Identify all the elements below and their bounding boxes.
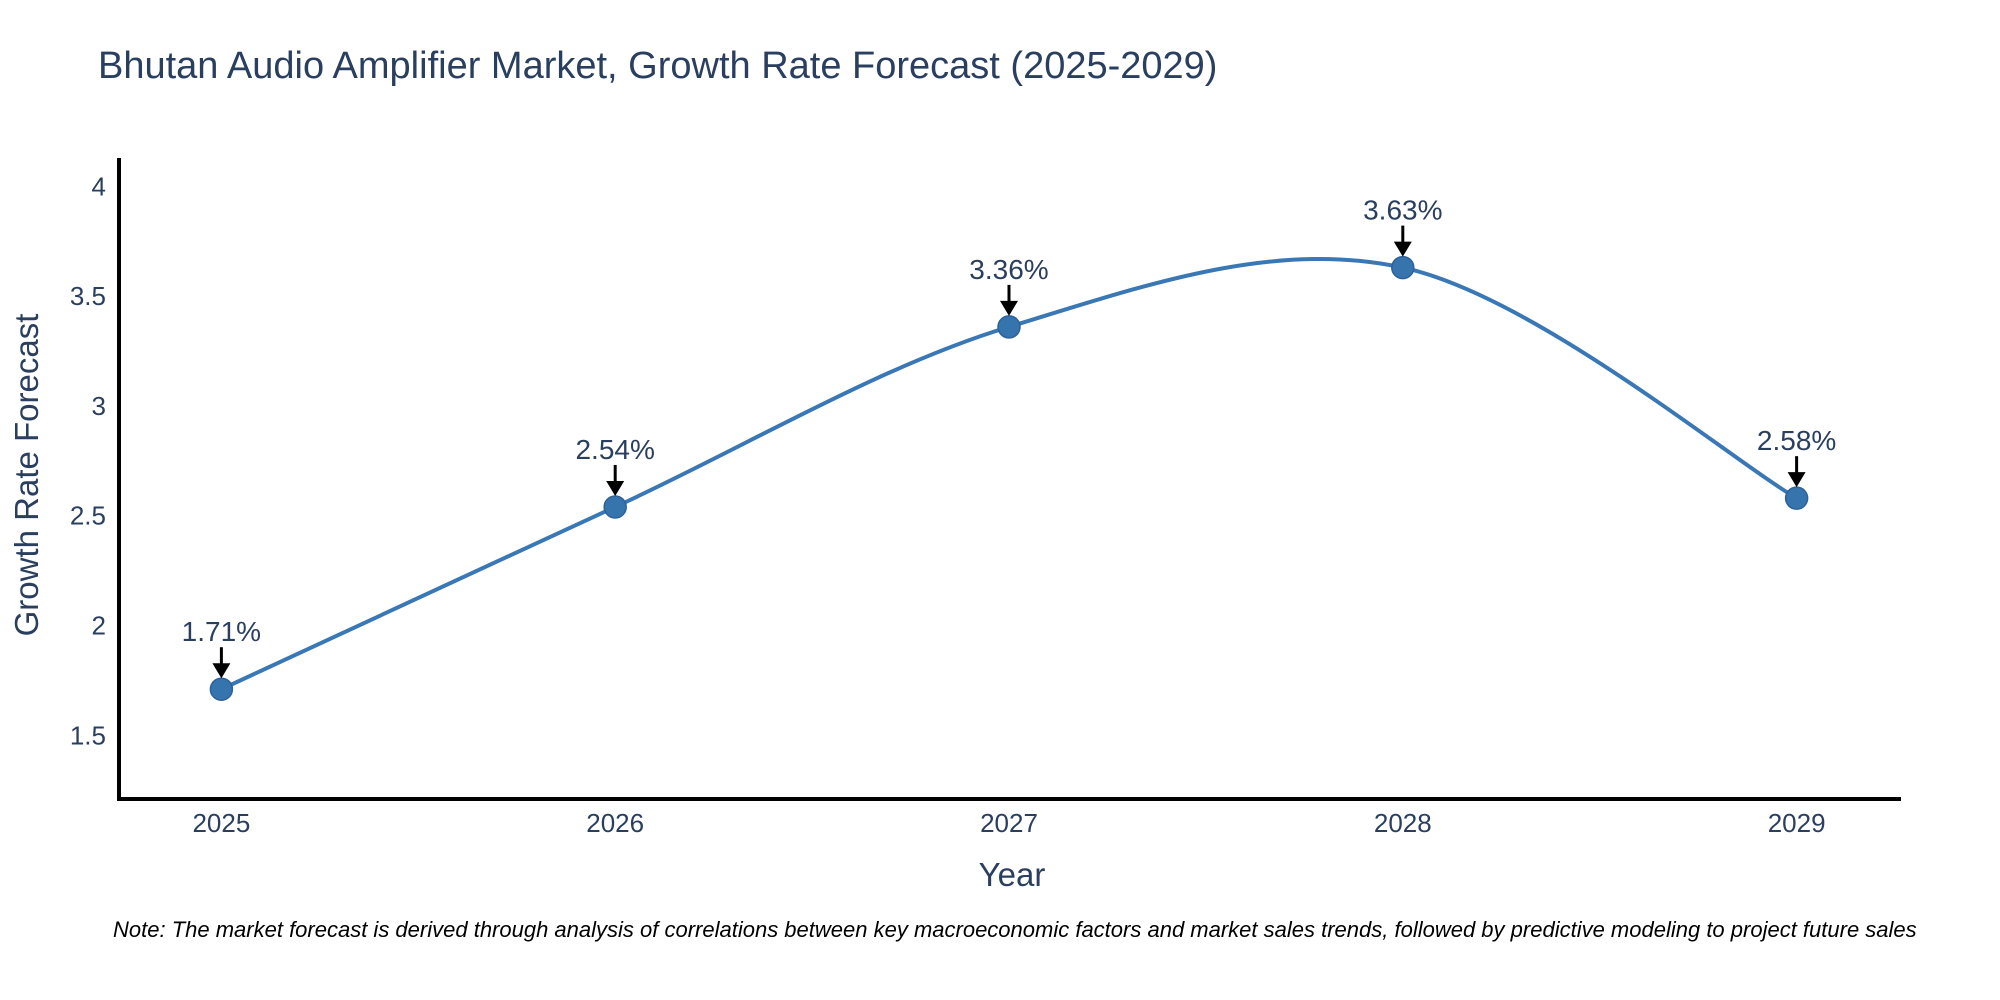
annotation-arrowhead (1000, 300, 1018, 316)
annotation-label-2026: 2.54% (575, 434, 654, 465)
x-tick-2025: 2025 (192, 808, 250, 838)
data-point-2028 (1391, 255, 1415, 280)
axis-lines (117, 158, 1901, 801)
annotation-label-2027: 3.36% (969, 254, 1048, 285)
chart-title: Bhutan Audio Amplifier Market, Growth Ra… (98, 45, 1217, 87)
y-axis-title: Growth Rate Forecast (8, 314, 45, 637)
y-tick-1.5: 1.5 (70, 720, 106, 750)
annotation-2025: 1.71% (182, 616, 261, 679)
x-axis-title: Year (979, 856, 1046, 893)
annotation-arrowhead (1787, 472, 1806, 488)
plot-area: 1.5 2 2.5 3 3.5 4 2025 2026 2027 2028 2029 1.71% 2.5… (70, 158, 1901, 838)
annotation-label-2028: 3.63% (1363, 195, 1442, 226)
y-tick-3: 3 (92, 391, 106, 421)
data-point-2025 (209, 677, 234, 701)
data-point-2027 (997, 315, 1021, 339)
annotation-2027: 3.36% (969, 254, 1049, 316)
data-point-2026 (603, 495, 627, 519)
annotation-arrowhead (1393, 241, 1412, 257)
x-tick-2028: 2028 (1374, 808, 1432, 838)
x-tick-2027: 2027 (980, 808, 1038, 838)
annotation-label-2029: 2.58% (1757, 425, 1836, 456)
x-tick-2029: 2029 (1768, 808, 1826, 838)
annotation-2026: 2.54% (575, 434, 655, 496)
annotation-arrowhead (606, 480, 625, 496)
x-tick-2026: 2026 (586, 808, 644, 838)
annotation-2028: 3.63% (1363, 195, 1443, 257)
annotation-label-2025: 1.71% (182, 616, 261, 647)
y-tick-3.5: 3.5 (70, 281, 106, 311)
footnote: Note: The market forecast is derived thr… (113, 917, 1917, 942)
data-point-2029 (1784, 486, 1809, 510)
annotation-arrowhead (212, 663, 231, 679)
y-tick-2.5: 2.5 (70, 501, 106, 531)
y-tick-4: 4 (92, 171, 106, 201)
annotation-2029: 2.58% (1757, 425, 1836, 488)
y-tick-2: 2 (92, 611, 106, 641)
